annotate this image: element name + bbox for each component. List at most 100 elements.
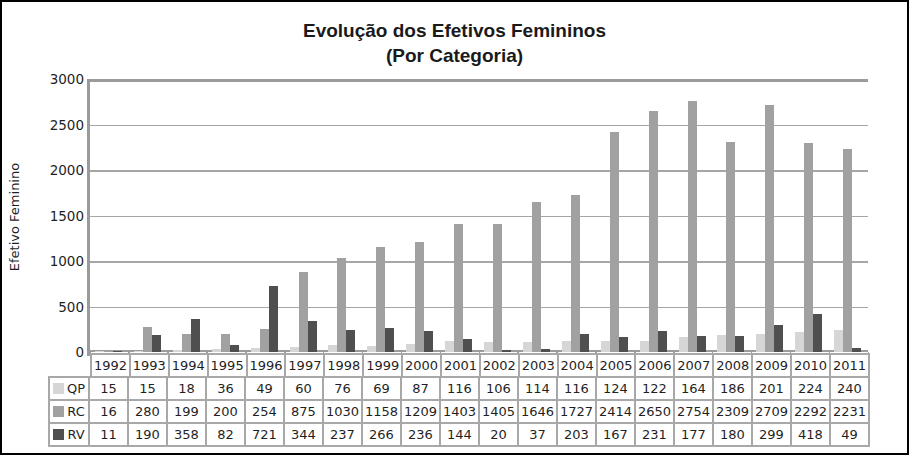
bar-RV-1999 <box>385 328 394 352</box>
value-cell-QP-1992: 15 <box>89 377 128 400</box>
value-cell-RV-2011: 49 <box>830 423 869 446</box>
bar-RV-2011 <box>852 348 861 352</box>
series-row-RV: RV11190358827213442372662361442037203167… <box>49 423 869 446</box>
bar-RV-2000 <box>424 331 433 352</box>
gridline-1500 <box>90 216 868 218</box>
value-cell-RV-2002: 20 <box>479 423 518 446</box>
legend-swatch-QP <box>53 383 64 394</box>
bar-RV-1992 <box>113 351 122 352</box>
value-cell-QP-1998: 76 <box>323 377 362 400</box>
bar-RC-1998 <box>337 258 346 352</box>
value-cell-RV-2006: 231 <box>635 423 674 446</box>
bar-QP-2006 <box>640 341 649 352</box>
bar-QP-1997 <box>290 347 299 352</box>
value-cell-RC-2005: 2414 <box>596 400 635 423</box>
bar-RV-2002 <box>502 350 511 352</box>
bar-RC-2011 <box>843 149 852 352</box>
value-cell-RC-1998: 1030 <box>323 400 362 423</box>
value-cell-QP-2009: 201 <box>752 377 791 400</box>
bar-RC-2006 <box>649 111 658 352</box>
gridline-2000 <box>90 170 868 172</box>
year-cell-1998: 1998 <box>324 354 363 377</box>
value-cell-QP-2001: 116 <box>440 377 479 400</box>
value-cell-QP-1997: 60 <box>284 377 323 400</box>
value-cell-RV-1999: 266 <box>362 423 401 446</box>
year-cell-1992: 1992 <box>91 354 130 377</box>
value-cell-QP-1999: 69 <box>362 377 401 400</box>
bar-QP-1998 <box>328 345 337 352</box>
gridline-1000 <box>90 261 868 263</box>
bar-QP-1995 <box>212 349 221 352</box>
value-cell-RC-2000: 1209 <box>401 400 440 423</box>
value-cell-QP-2011: 240 <box>830 377 869 400</box>
value-cell-QP-2000: 87 <box>401 377 440 400</box>
value-cell-QP-2004: 116 <box>557 377 596 400</box>
bar-RC-2002 <box>493 224 502 352</box>
bar-RC-2008 <box>726 142 735 352</box>
value-cell-RC-1993: 280 <box>128 400 167 423</box>
series-data-table: QP15151836496076698711610611411612412216… <box>48 376 870 447</box>
gridline-3000 <box>90 79 868 82</box>
chart-title-line2: (Por Categoria) <box>2 43 907 68</box>
y-axis-line <box>87 79 90 356</box>
bar-RV-1998 <box>346 330 355 352</box>
value-cell-RC-1994: 199 <box>167 400 206 423</box>
year-cell-2000: 2000 <box>402 354 441 377</box>
bar-RV-2008 <box>735 336 744 352</box>
gridline-500 <box>90 307 868 309</box>
legend-label-RC: RC <box>67 404 84 419</box>
bar-QP-2010 <box>795 332 804 352</box>
value-cell-RC-2010: 2292 <box>791 400 830 423</box>
value-cell-QP-2007: 164 <box>674 377 713 400</box>
value-cell-RC-2001: 1403 <box>440 400 479 423</box>
bar-RC-2000 <box>415 242 424 352</box>
year-cell-2007: 2007 <box>674 354 713 377</box>
value-cell-RC-2008: 2309 <box>713 400 752 423</box>
bar-RC-1999 <box>376 247 385 352</box>
value-cell-RC-2002: 1405 <box>479 400 518 423</box>
bar-QP-1999 <box>367 346 376 352</box>
year-header-row: 1992199319941995199619971998199920002001… <box>91 354 869 377</box>
bar-RC-2007 <box>688 101 697 352</box>
bar-RV-2010 <box>813 314 822 352</box>
bar-RC-1993 <box>143 327 152 352</box>
bar-RC-1997 <box>299 272 308 352</box>
year-cell-2004: 2004 <box>558 354 597 377</box>
bar-RC-1992 <box>104 351 113 352</box>
year-cell-2003: 2003 <box>519 354 558 377</box>
year-cell-2011: 2011 <box>830 354 869 377</box>
bar-RC-2009 <box>765 105 774 352</box>
value-cell-QP-1996: 49 <box>245 377 284 400</box>
value-cell-RV-2004: 203 <box>557 423 596 446</box>
chart-title-line1: Evolução dos Efetivos Femininos <box>2 18 907 43</box>
value-cell-RV-1994: 358 <box>167 423 206 446</box>
bar-RV-2004 <box>580 334 589 352</box>
value-cell-RV-1996: 721 <box>245 423 284 446</box>
series-row-RC: RC16280199200254875103011581209140314051… <box>49 400 869 423</box>
year-cell-1999: 1999 <box>363 354 402 377</box>
plot-area <box>90 79 868 352</box>
y-tick-label-3000: 3000 <box>30 71 84 87</box>
bar-QP-2005 <box>601 341 610 352</box>
value-cell-RC-1999: 1158 <box>362 400 401 423</box>
bar-RV-2006 <box>658 331 667 352</box>
chart-frame: Evolução dos Efetivos Femininos (Por Cat… <box>0 0 909 455</box>
bar-QP-2009 <box>756 334 765 352</box>
value-cell-RC-2006: 2650 <box>635 400 674 423</box>
legend-cell-QP: QP <box>49 377 89 400</box>
bar-QP-1994 <box>173 350 182 352</box>
bar-QP-1992 <box>95 351 104 352</box>
bar-RC-2004 <box>571 195 580 352</box>
value-cell-RC-2004: 1727 <box>557 400 596 423</box>
year-header-table: 1992199319941995199619971998199920002001… <box>90 353 870 378</box>
year-cell-2010: 2010 <box>791 354 830 377</box>
year-cell-1997: 1997 <box>285 354 324 377</box>
bar-RV-1993 <box>152 335 161 352</box>
value-cell-RV-2007: 177 <box>674 423 713 446</box>
value-cell-RV-1995: 82 <box>206 423 245 446</box>
bar-QP-2004 <box>562 341 571 352</box>
bar-RV-1997 <box>308 321 317 352</box>
year-cell-2008: 2008 <box>713 354 752 377</box>
bar-RV-2009 <box>774 325 783 352</box>
bar-QP-2000 <box>406 344 415 352</box>
